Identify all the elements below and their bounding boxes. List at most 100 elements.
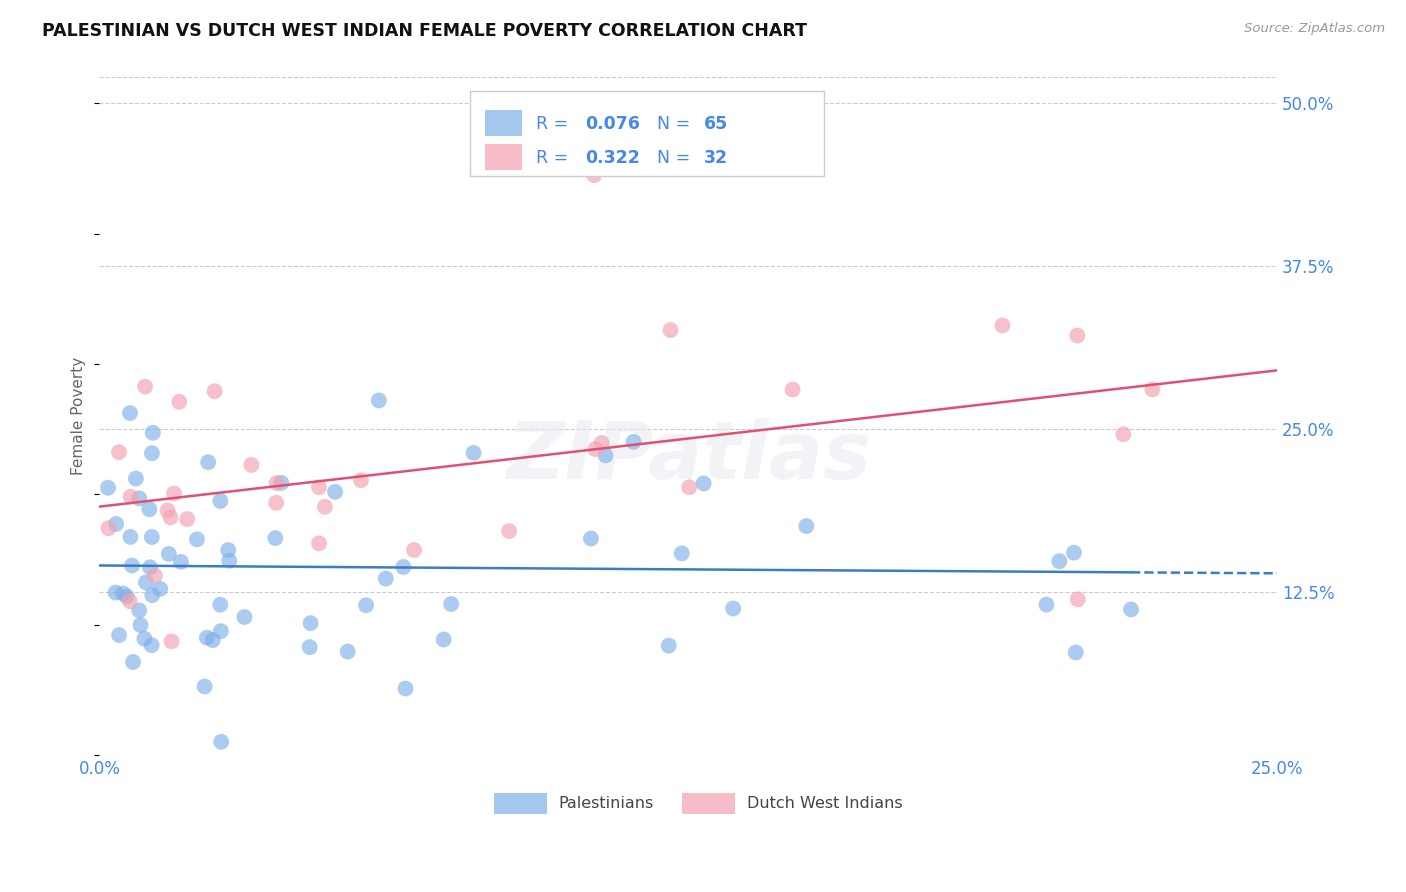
Point (659, 323, 682, 337)
Text: Palestinians: Palestinians (558, 796, 654, 811)
Point (678, 480, 700, 494)
Point (120, 490, 142, 504)
Point (440, 597, 463, 611)
Point (394, 681, 416, 696)
Point (595, 449, 617, 463)
Point (1142, 383, 1164, 397)
FancyBboxPatch shape (485, 145, 522, 170)
Point (209, 598, 232, 612)
Point (139, 560, 162, 574)
Text: N =: N = (657, 114, 696, 133)
Point (354, 599, 377, 613)
Text: N =: N = (657, 149, 696, 167)
Point (142, 425, 165, 440)
Point (298, 640, 321, 655)
Point (692, 476, 714, 491)
Text: Source: ZipAtlas.com: Source: ZipAtlas.com (1244, 22, 1385, 36)
Point (591, 436, 613, 450)
Point (991, 318, 1014, 333)
Point (160, 634, 183, 648)
Point (579, 532, 602, 546)
Point (128, 491, 150, 506)
Point (108, 628, 131, 642)
Point (299, 616, 322, 631)
Point (671, 546, 693, 560)
Point (157, 547, 180, 561)
Point (308, 480, 330, 494)
Point (209, 494, 232, 508)
Point (125, 471, 148, 485)
Point (128, 603, 150, 617)
Text: ZIPatlas: ZIPatlas (506, 417, 870, 496)
Point (204, 384, 226, 399)
Point (134, 379, 156, 393)
Point (583, 168, 606, 182)
Text: R =: R = (537, 114, 574, 133)
Point (1066, 328, 1088, 343)
Point (782, 383, 804, 397)
Point (170, 555, 193, 569)
Point (108, 445, 131, 459)
Point (1063, 546, 1085, 560)
Point (163, 486, 186, 500)
Point (104, 585, 127, 599)
Point (1119, 602, 1142, 616)
Point (1035, 598, 1057, 612)
Point (195, 631, 218, 645)
FancyBboxPatch shape (682, 793, 735, 814)
Point (233, 610, 256, 624)
FancyBboxPatch shape (471, 91, 824, 176)
Point (141, 638, 163, 652)
Y-axis label: Female Poverty: Female Poverty (72, 357, 86, 475)
Point (194, 680, 217, 694)
Point (197, 455, 219, 469)
Point (368, 393, 391, 408)
Point (308, 536, 330, 550)
Point (186, 533, 208, 547)
Text: 32: 32 (703, 149, 728, 167)
Point (374, 572, 396, 586)
Point (217, 543, 239, 558)
Point (209, 735, 232, 749)
Point (134, 632, 156, 646)
Point (143, 568, 166, 582)
Point (169, 394, 191, 409)
Point (129, 618, 152, 632)
Point (141, 530, 163, 544)
Point (336, 644, 359, 658)
Point (323, 484, 346, 499)
Point (176, 512, 198, 526)
Point (141, 446, 163, 460)
Point (118, 406, 141, 420)
Text: 0.322: 0.322 (585, 149, 640, 167)
Point (264, 531, 287, 545)
Point (270, 475, 292, 490)
Point (721, 601, 744, 615)
FancyBboxPatch shape (494, 793, 547, 814)
Point (141, 588, 163, 602)
Point (122, 655, 145, 669)
Point (149, 582, 172, 596)
Point (111, 586, 134, 600)
Point (135, 575, 157, 590)
Point (658, 639, 681, 653)
Point (463, 446, 485, 460)
Text: PALESTINIAN VS DUTCH WEST INDIAN FEMALE POVERTY CORRELATION CHART: PALESTINIAN VS DUTCH WEST INDIAN FEMALE … (42, 22, 807, 40)
Point (623, 434, 645, 449)
Point (218, 554, 240, 568)
Point (118, 594, 141, 608)
Point (794, 519, 817, 533)
Point (583, 442, 606, 456)
Point (1112, 427, 1135, 442)
Text: 0.076: 0.076 (585, 114, 640, 133)
Text: 65: 65 (703, 114, 728, 133)
Point (115, 590, 138, 604)
Text: R =: R = (537, 149, 574, 167)
Point (1067, 592, 1090, 607)
Point (498, 524, 520, 538)
Point (105, 516, 128, 531)
Point (159, 510, 181, 524)
Point (350, 473, 373, 487)
Point (120, 530, 142, 544)
Point (209, 624, 232, 639)
